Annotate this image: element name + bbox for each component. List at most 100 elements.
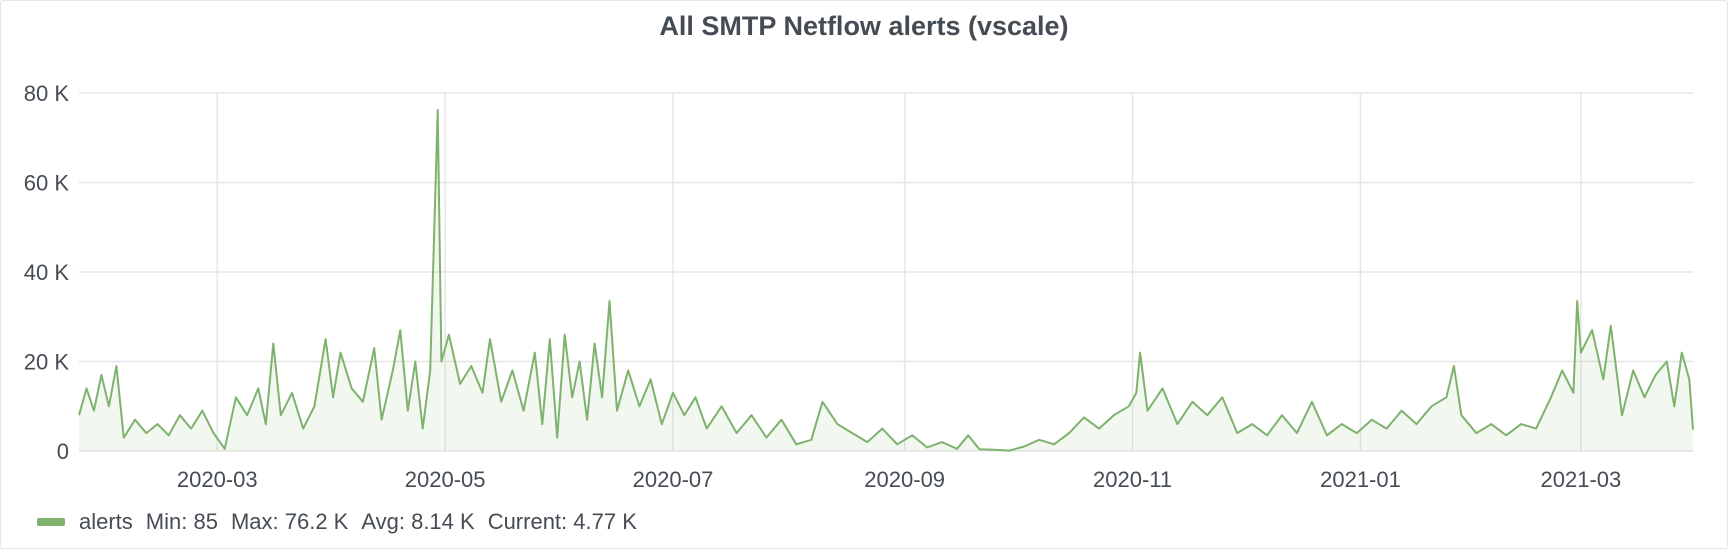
data-point [100, 374, 102, 376]
data-point [123, 437, 125, 439]
data-point [470, 365, 472, 367]
data-point [564, 334, 566, 336]
y-tick-label: 40 K [24, 260, 70, 285]
data-point [201, 410, 203, 412]
data-point [511, 369, 513, 371]
data-point [1591, 329, 1593, 331]
x-tick-label: 2020-05 [405, 467, 486, 492]
data-point [414, 361, 416, 363]
data-point [1128, 405, 1130, 407]
data-point [1681, 352, 1683, 354]
data-point [325, 338, 327, 340]
data-point [381, 419, 383, 421]
x-tick-label: 2021-03 [1541, 467, 1622, 492]
data-point [1692, 429, 1694, 431]
data-point [399, 329, 401, 331]
data-point [156, 423, 158, 425]
data-point [1326, 434, 1328, 436]
data-point [1053, 443, 1055, 445]
data-point [440, 361, 442, 363]
data-point [627, 369, 629, 371]
data-point [332, 396, 334, 398]
data-point [993, 449, 995, 451]
data-point [1176, 423, 1178, 425]
data-point [1580, 352, 1582, 354]
data-point [1266, 434, 1268, 436]
series-group [78, 109, 1694, 452]
data-point [1666, 361, 1668, 363]
data-point [1576, 300, 1578, 302]
data-point [650, 378, 652, 380]
data-point [638, 405, 640, 407]
data-point [1113, 414, 1115, 416]
data-point [459, 383, 461, 385]
y-axis: 0 20 K 40 K 60 K 80 K [24, 81, 70, 464]
data-point [78, 414, 80, 416]
data-point [265, 423, 267, 425]
data-point [213, 432, 215, 434]
data-point [1281, 414, 1283, 416]
data-point [448, 334, 450, 336]
data-point [93, 410, 95, 412]
data-point [579, 361, 581, 363]
data-point [246, 414, 248, 416]
data-point [881, 428, 883, 430]
data-point [280, 414, 282, 416]
data-point [851, 432, 853, 434]
data-point [1475, 432, 1477, 434]
data-point [1135, 392, 1137, 394]
data-point [340, 352, 342, 354]
data-point [235, 396, 237, 398]
data-point [168, 434, 170, 436]
data-point [694, 396, 696, 398]
data-point [1550, 396, 1552, 398]
data-point [1561, 369, 1563, 371]
legend-series-name[interactable]: alerts [79, 509, 133, 534]
data-point [1296, 432, 1298, 434]
x-tick-label: 2020-09 [864, 467, 945, 492]
data-point [926, 446, 928, 448]
data-point [85, 387, 87, 389]
data-point [549, 338, 551, 340]
data-point [429, 369, 431, 371]
data-point [407, 410, 409, 412]
data-point [967, 434, 969, 436]
series-area [79, 110, 1693, 451]
data-point [1643, 396, 1645, 398]
data-point [721, 405, 723, 407]
data-point [601, 396, 603, 398]
data-point [108, 405, 110, 407]
data-point [616, 410, 618, 412]
data-point [821, 401, 823, 403]
data-point [795, 443, 797, 445]
data-point [1572, 392, 1574, 394]
x-axis: 2020-03 2020-05 2020-07 2020-09 2020-11 2021-… [177, 467, 1621, 492]
data-point [272, 343, 274, 345]
data-point [489, 338, 491, 340]
grid-lines [79, 92, 1693, 452]
data-point [541, 423, 543, 425]
legend[interactable]: alerts Min: 85 Max: 76.2 K Avg: 8.14 K C… [37, 509, 650, 535]
data-point [1632, 369, 1634, 371]
y-tick-label: 80 K [24, 81, 70, 106]
data-point [302, 428, 304, 430]
data-point [956, 448, 958, 450]
chart-plot: 020 K40 K60 K80 K 2020-03 2020-05 2020-07 2… [24, 81, 1694, 492]
x-tick-label: 2021-01 [1320, 467, 1401, 492]
data-point [1023, 446, 1025, 448]
legend-min: Min: 85 [145, 509, 218, 534]
data-point [1505, 434, 1507, 436]
data-point [1341, 423, 1343, 425]
data-point [134, 419, 136, 421]
data-point [1356, 432, 1358, 434]
data-point [1206, 414, 1208, 416]
data-point [351, 387, 353, 389]
data-point [978, 448, 980, 450]
data-point [1535, 428, 1537, 430]
data-point [1621, 414, 1623, 416]
data-point [145, 432, 147, 434]
panel-title: All SMTP Netflow alerts (vscale) [659, 11, 1069, 41]
data-point [594, 343, 596, 345]
data-point [500, 401, 502, 403]
y-tick-label: 0 [57, 439, 69, 464]
